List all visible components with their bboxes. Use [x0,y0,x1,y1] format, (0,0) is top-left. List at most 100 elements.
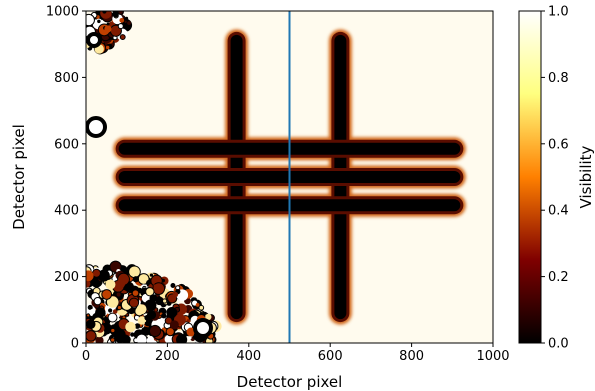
noise-speck [137,316,147,325]
noise-speck [91,268,101,278]
y-tick-label: 1000 [46,5,79,20]
x-tick-label: 600 [318,349,343,364]
y-tick-label: 800 [54,71,79,86]
colorbar-tick-label: 0.8 [548,71,569,86]
noise-speck [170,283,176,289]
x-axis-ticks: 0 200 400 600 800 1000 [82,343,510,364]
noise-speck [105,279,116,290]
noise-speck [104,25,112,33]
noise-speck [108,308,113,313]
noise-speck [161,313,167,319]
noise-speck [97,19,101,24]
noise-speck [121,334,131,343]
noise-speck [149,294,158,302]
noise-speck [86,319,96,329]
ring-artifact [86,32,102,48]
y-axis-ticks: 0 200 400 600 800 1000 [46,5,86,352]
noise-speck [153,284,157,288]
noise-speck [123,19,128,24]
noise-regions [86,11,222,343]
noise-speck [115,291,122,298]
noise-speck [117,23,124,30]
noise-speck [136,304,147,315]
noise-speck [186,318,190,323]
noise-speck [116,304,122,311]
noise-speck [144,299,157,312]
noise-speck [175,334,188,343]
y-tick-label: 400 [54,204,79,219]
noise-speck [86,313,91,318]
noise-speck [101,289,113,300]
noise-speck [144,314,150,321]
noise-speck [141,326,151,336]
noise-speck [195,303,200,307]
colorbar-tick-label: 0.4 [548,204,569,219]
noise-speck [128,265,141,279]
noise-speck [172,291,179,298]
x-tick-label: 400 [236,349,261,364]
noise-speck [155,296,164,306]
noise-speck [126,288,131,293]
noise-speck [93,296,102,306]
ring-artifact [193,318,213,338]
x-tick-label: 200 [155,349,180,364]
noise-speck [164,316,173,325]
noise-speck [162,298,168,304]
noise-speck [119,34,126,41]
colorbar-gradient [518,10,542,344]
noise-speck [87,304,93,311]
noise-speck [165,327,175,337]
ring-artifact [86,116,107,138]
noise-speck [86,13,95,27]
noise-speck [105,45,110,50]
x-tick-label: 800 [399,349,424,364]
colorbar-tick-label: 0.6 [548,137,569,152]
colorbar-ticks: 0.0 0.2 0.4 0.6 0.8 1.0 [541,5,569,352]
noise-speck [164,334,174,343]
noise-speck [100,11,112,19]
y-tick-label: 0 [71,337,79,352]
noise-speck [86,279,91,288]
plot-frame [85,10,494,344]
x-axis-label: Detector pixel [237,373,343,391]
noise-speck [111,328,115,333]
y-tick-label: 200 [54,270,79,285]
noise-speck [132,276,139,283]
x-tick-label: 1000 [476,349,509,364]
noise-speck [188,336,192,340]
noise-speck [104,325,109,330]
noise-speck [86,270,94,282]
noise-speck [119,17,125,23]
noise-speck [116,278,126,288]
colorbar-tick-label: 0.0 [548,337,569,352]
noise-speck [117,11,124,15]
plot-area [86,11,493,343]
noise-speck [125,312,130,317]
noise-speck [130,332,135,337]
colorbar: 0.0 0.2 0.4 0.6 0.8 1.0 Visibility [518,5,595,352]
noise-speck [110,337,116,343]
noise-speck [125,321,136,333]
noise-speck [144,321,149,326]
noise-speck [152,282,166,295]
noise-speck [106,22,110,26]
colorbar-tick-label: 0.2 [548,270,569,285]
noise-speck [127,21,131,25]
noise-speck [148,324,162,338]
noise-speck [198,304,205,311]
y-tick-label: 600 [54,137,79,152]
noise-speck [112,309,118,314]
colorbar-label: Visibility [577,145,595,208]
noise-speck [86,330,97,342]
x-tick-label: 0 [82,349,90,364]
noise-speck [149,273,154,277]
noise-speck [205,313,212,321]
noise-speck [102,11,107,14]
noise-speck [107,312,118,323]
noise-speck [169,320,179,330]
noise-speck [131,289,140,297]
noise-speck [136,334,147,343]
noise-speck [124,16,129,21]
noise-speck [106,296,119,308]
